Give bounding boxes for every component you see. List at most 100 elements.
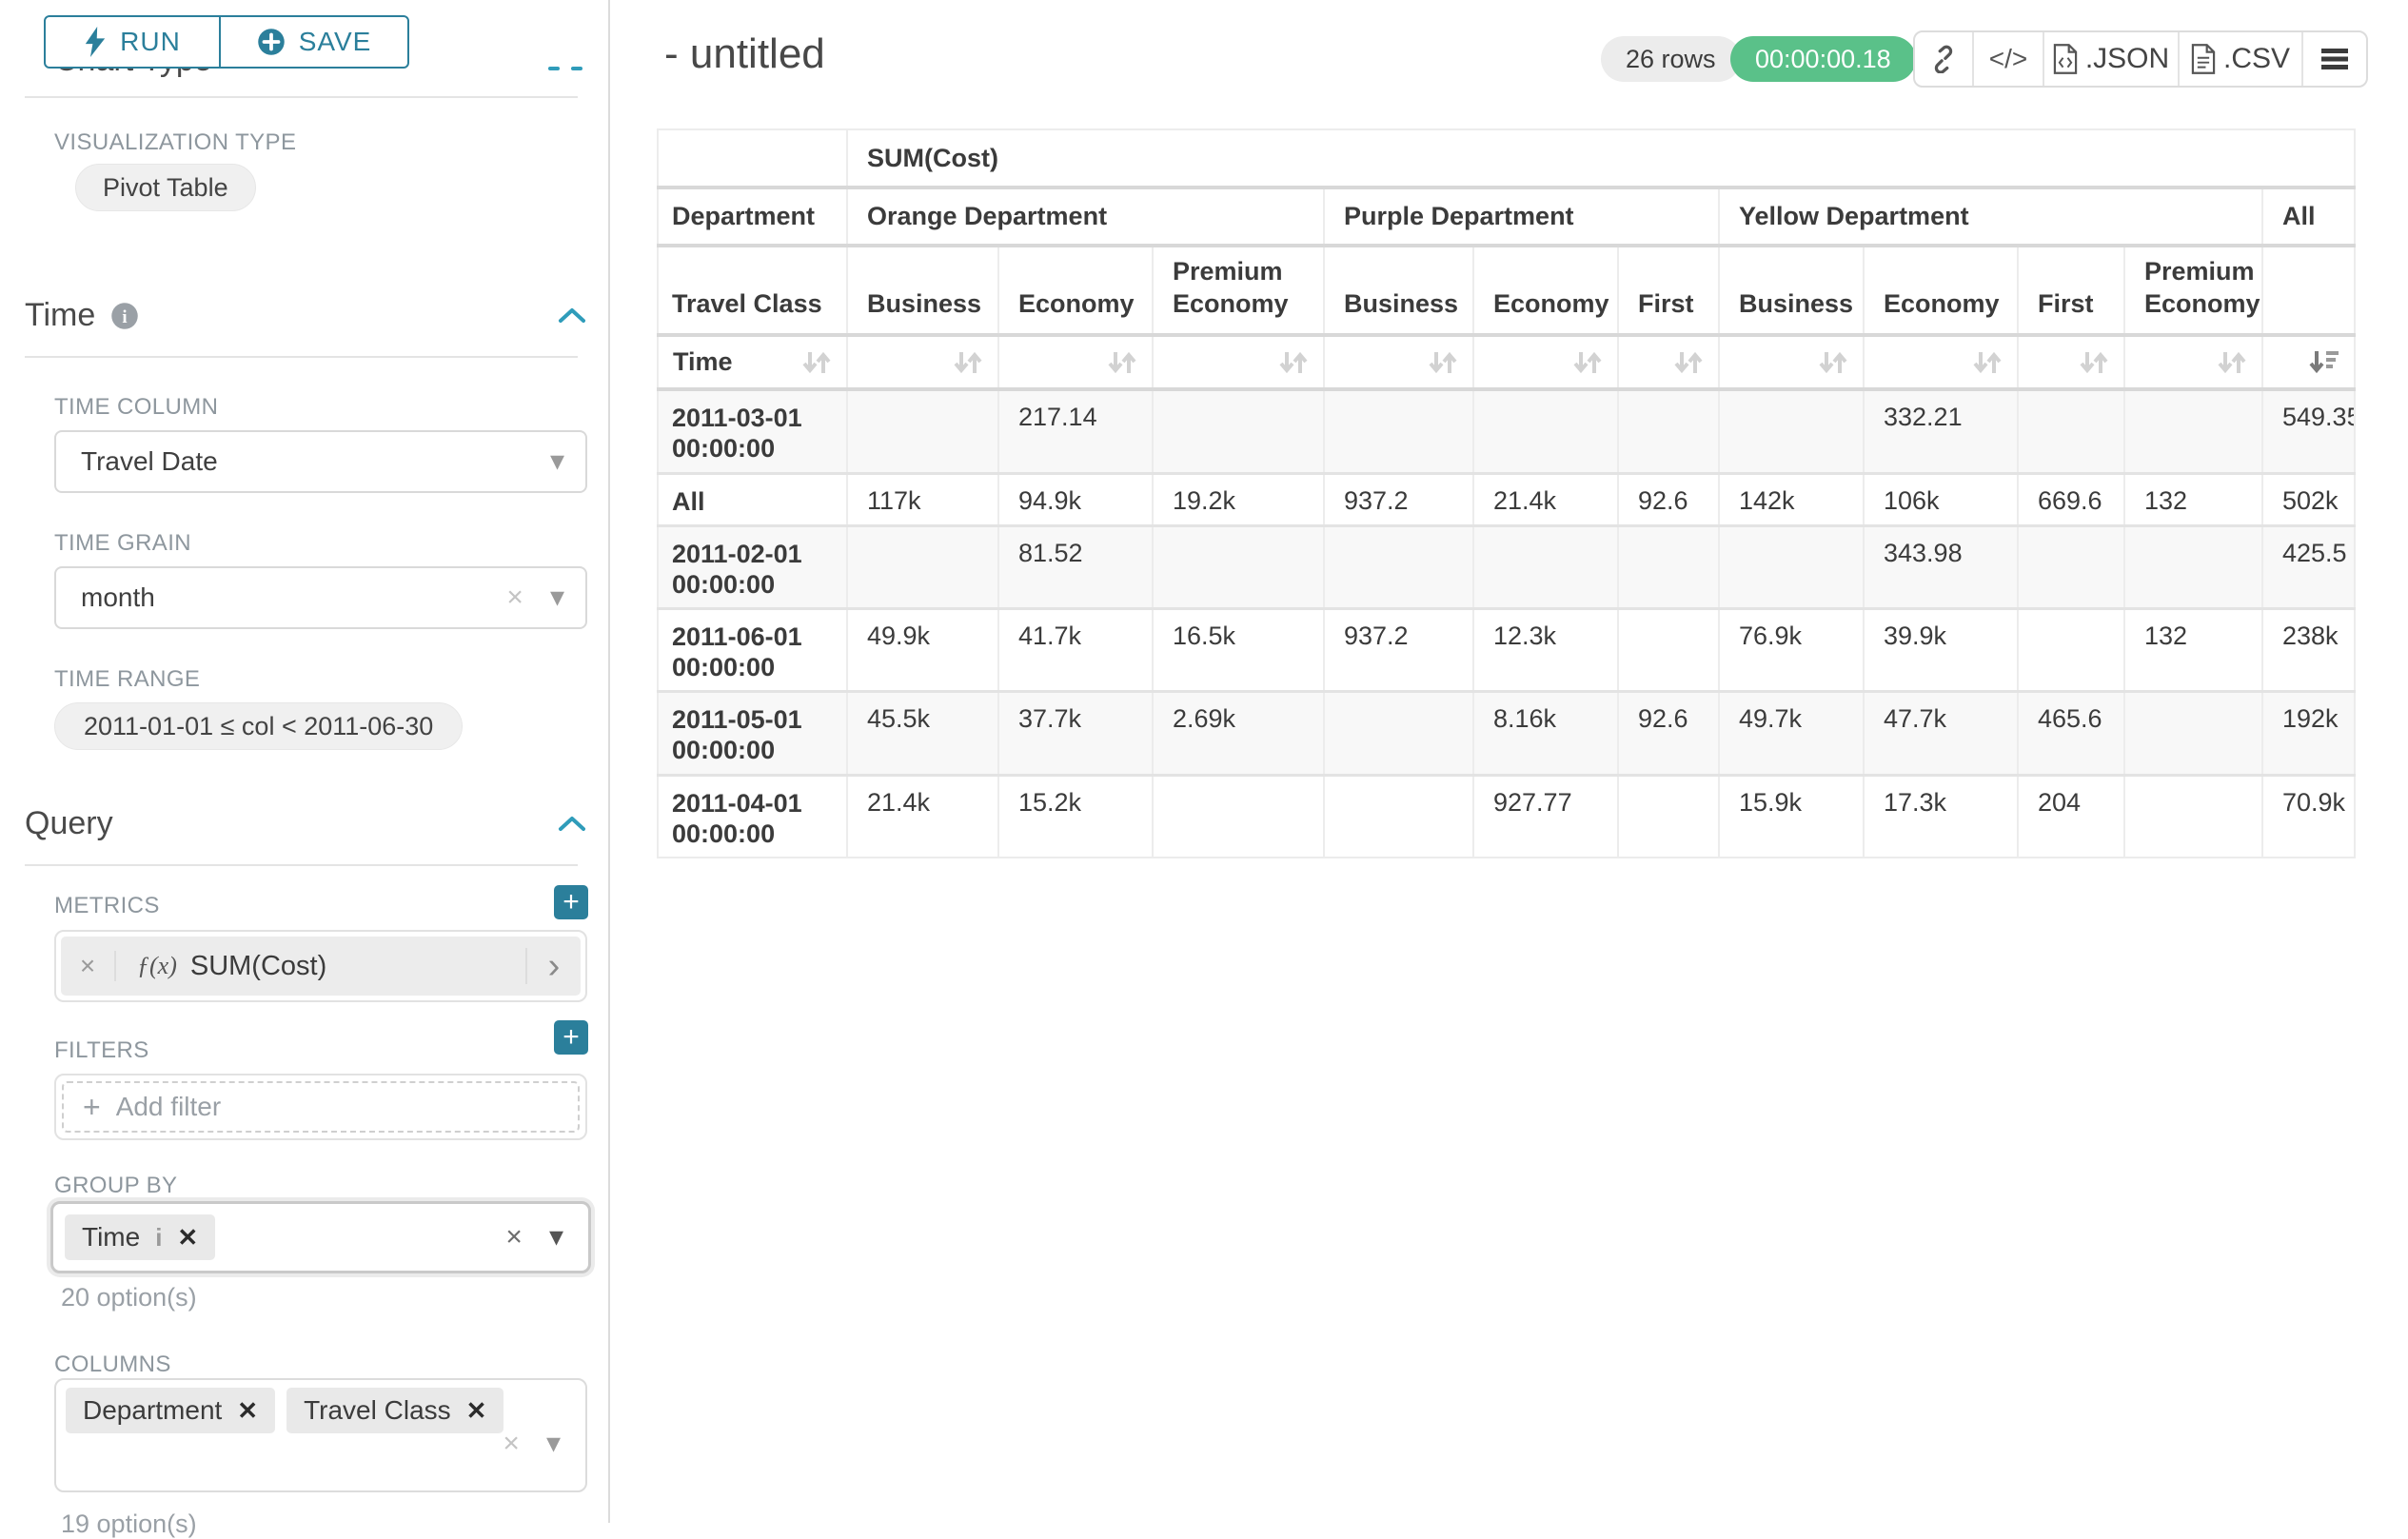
tag-label: Time [82,1222,141,1252]
table-cell: 332.21 [1863,387,2019,474]
sort-icon[interactable] [1426,348,1458,377]
remove-tag-icon[interactable]: ✕ [237,1395,259,1425]
table-cell: 15.9k [1718,773,1865,858]
table-cell: 12.3k [1472,606,1619,692]
sort-icon[interactable] [951,348,983,377]
remove-tag-icon[interactable]: ✕ [177,1222,199,1252]
sort-icon[interactable] [1105,348,1137,377]
sort-header[interactable] [997,334,1154,391]
time-row-label: Time [673,347,733,376]
sort-icon[interactable] [799,348,832,377]
row-label: All [657,471,848,526]
caret-down-icon[interactable]: ▾ [545,1428,561,1459]
sort-header[interactable] [1152,334,1325,391]
sort-icon[interactable] [1970,348,2003,377]
run-button[interactable]: RUN [44,15,221,69]
link-icon [1934,45,1953,73]
sort-header-all-active[interactable] [2260,334,2357,391]
collapse-query-icon[interactable] [558,815,586,832]
sort-header[interactable] [1617,334,1720,391]
query-timer-badge: 00:00:00.18 [1730,36,1916,82]
table-cell: 41.7k [997,606,1154,692]
share-link-button[interactable] [1915,32,1974,86]
group-by-options-note: 20 option(s) [61,1283,197,1312]
table-cell: 39.9k [1863,606,2019,692]
section-divider [25,96,578,98]
table-cell: 8.16k [1472,689,1619,776]
pivot-table: SUM(Cost) Department Orange Department P… [657,128,2357,858]
caret-down-icon[interactable]: ▾ [549,445,564,477]
table-cell: 204 [2017,773,2125,858]
columns-tag-department[interactable]: Department ✕ [66,1388,276,1433]
menu-button[interactable] [2303,32,2366,86]
clear-icon[interactable]: × [505,1221,523,1253]
columns-label: COLUMNS [54,1352,171,1377]
panel-divider[interactable] [608,0,610,1523]
sort-header[interactable] [1718,334,1865,391]
sort-header[interactable] [846,334,999,391]
chart-title[interactable]: - untitled [664,30,825,77]
sort-icon[interactable] [1276,348,1309,377]
metric-pill[interactable]: × ƒ(x) SUM(Cost) › [61,937,581,996]
export-json-button[interactable]: .JSON [2044,32,2180,86]
col-group-orange: Orange Department [846,187,1325,247]
control-panel-sidebar: Chart Type RUN SAVE VISUALIZATION TYPE P… [0,0,609,1538]
tag-label: Travel Class [304,1395,451,1425]
add-filter-button[interactable]: + [554,1020,588,1055]
table-cell [1152,387,1325,474]
table-cell: 47.7k [1863,689,2019,776]
sort-header[interactable] [2123,334,2263,391]
sort-icon[interactable] [1570,348,1603,377]
table-row[interactable]: All 117k 94.9k 19.2k 937.2 21.4k 92.6 14… [657,471,2357,526]
group-by-tag-time[interactable]: Time i ✕ [65,1214,216,1260]
view-query-button[interactable]: </> [1974,32,2044,86]
sort-desc-active-icon[interactable] [2307,348,2339,377]
table-row[interactable]: 2011-03-01 00:00:00 217.14 332.21 549.35 [657,387,2357,474]
time-grain-select[interactable]: month × ▾ [54,566,587,629]
col-header: Premium Economy [1152,245,1325,337]
sort-icon[interactable] [1671,348,1704,377]
col-header-all-spacer [2260,245,2357,337]
remove-metric-icon[interactable]: × [61,951,116,981]
sort-header[interactable] [1863,334,2019,391]
save-button[interactable]: SAVE [219,15,409,69]
sort-header[interactable] [2017,334,2125,391]
sort-header[interactable] [1323,334,1474,391]
columns-select[interactable]: Department ✕ Travel Class ✕ × ▾ [54,1378,587,1492]
export-csv-button[interactable]: .CSV [2180,32,2303,86]
table-row[interactable]: 2011-05-01 00:00:00 45.5k 37.7k 2.69k 8.… [657,689,2357,776]
collapse-time-icon[interactable] [558,306,586,324]
table-row[interactable]: 2011-06-01 00:00:00 49.9k 41.7k 16.5k 93… [657,606,2357,692]
caret-down-icon[interactable]: ▾ [548,1221,563,1253]
columns-tag-travel-class[interactable]: Travel Class ✕ [286,1388,504,1433]
table-cell [2123,387,2263,474]
caret-down-icon[interactable]: ▾ [549,582,564,613]
time-range-value[interactable]: 2011-01-01 ≤ col < 2011-06-30 [54,702,464,750]
tag-info-icon[interactable]: i [155,1222,163,1252]
clear-icon[interactable]: × [506,582,523,613]
sort-header[interactable] [1472,334,1619,391]
table-row[interactable]: 2011-02-01 00:00:00 81.52 343.98 425.5 [657,523,2357,609]
tag-label: Department [83,1395,223,1425]
sort-icon[interactable] [2215,348,2247,377]
clear-icon[interactable]: × [503,1428,520,1459]
expand-metric-icon[interactable]: › [525,948,581,984]
time-column-select[interactable]: Travel Date ▾ [54,430,587,493]
group-by-select[interactable]: Time i ✕ × ▾ [50,1201,591,1273]
time-sort-header[interactable]: Time [657,334,848,391]
add-filter-dropzone[interactable]: + Add filter [62,1081,580,1133]
table-cell [2123,523,2263,609]
sort-icon[interactable] [1816,348,1848,377]
svg-text:i: i [123,306,128,326]
add-metric-button[interactable]: + [554,885,588,919]
sort-icon[interactable] [2077,348,2109,377]
table-cell: 106k [1863,471,2019,526]
table-row[interactable]: 2011-04-01 00:00:00 21.4k 15.2k 927.77 1… [657,773,2357,858]
visualization-type-value[interactable]: Pivot Table [75,164,256,211]
col-header: First [1617,245,1720,337]
row-label: 2011-04-01 00:00:00 [657,773,848,858]
table-cell [1617,387,1720,474]
remove-tag-icon[interactable]: ✕ [465,1395,487,1425]
table-cell: 92.6 [1617,471,1720,526]
row-count-badge: 26 rows [1601,36,1741,82]
